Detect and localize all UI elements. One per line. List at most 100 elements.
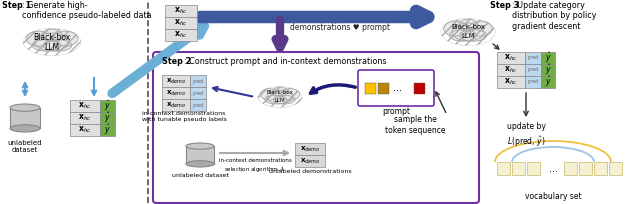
Bar — [497, 162, 510, 175]
Text: $\mathbf{x}_{demo}$: $\mathbf{x}_{demo}$ — [300, 144, 320, 154]
Text: $\mathbf{x}_{hc}$: $\mathbf{x}_{hc}$ — [504, 53, 518, 63]
Bar — [512, 162, 525, 175]
Text: $\mathbf{x}_{hc}$: $\mathbf{x}_{hc}$ — [174, 30, 188, 40]
Text: Black-box: Black-box — [267, 91, 293, 95]
Bar — [165, 5, 197, 17]
Text: : Generate high-
confidence pseudo-labeled data: : Generate high- confidence pseudo-label… — [22, 1, 152, 20]
Ellipse shape — [267, 90, 293, 104]
Bar — [365, 82, 376, 93]
Ellipse shape — [42, 29, 62, 41]
Text: demonstrations ♥ prompt: demonstrations ♥ prompt — [290, 22, 390, 31]
Bar — [525, 76, 541, 88]
Text: $\mathbf{x}_{hc}$: $\mathbf{x}_{hc}$ — [78, 125, 92, 135]
Bar — [162, 87, 190, 99]
Text: $\hat{y}$: $\hat{y}$ — [545, 51, 552, 65]
Text: vocabulary set: vocabulary set — [525, 192, 581, 201]
Bar — [541, 76, 555, 88]
Text: prompt: prompt — [382, 107, 410, 116]
Text: pred: pred — [527, 55, 539, 61]
Text: $\hat{y}$: $\hat{y}$ — [104, 99, 111, 113]
Ellipse shape — [26, 31, 51, 46]
Text: pred: pred — [527, 80, 539, 84]
Ellipse shape — [186, 143, 214, 149]
Text: $\mathbf{x}_{demo}$: $\mathbf{x}_{demo}$ — [300, 156, 320, 166]
Bar — [162, 75, 190, 87]
Text: LLM: LLM — [275, 99, 285, 103]
Bar — [70, 100, 100, 112]
Ellipse shape — [273, 95, 295, 104]
Bar — [579, 162, 592, 175]
Text: pred: pred — [193, 91, 204, 95]
Bar — [165, 17, 197, 29]
Ellipse shape — [260, 89, 279, 100]
FancyBboxPatch shape — [358, 70, 434, 106]
Ellipse shape — [53, 31, 78, 46]
Text: Step 3: Step 3 — [490, 1, 519, 10]
Bar — [378, 82, 389, 93]
Text: $\mathbf{x}_{demo}$: $\mathbf{x}_{demo}$ — [166, 76, 186, 86]
Text: $\hat{y}$: $\hat{y}$ — [545, 63, 552, 77]
Bar — [609, 162, 622, 175]
Ellipse shape — [265, 95, 287, 104]
Text: $\mathbf{x}_{hc}$: $\mathbf{x}_{hc}$ — [504, 65, 518, 75]
Text: unlabeled
dataset: unlabeled dataset — [8, 140, 42, 153]
Text: $\mathbf{x}_{demo}$: $\mathbf{x}_{demo}$ — [166, 88, 186, 98]
Bar — [497, 76, 525, 88]
Bar — [497, 52, 525, 64]
Text: $\hat{y}$: $\hat{y}$ — [545, 75, 552, 89]
Text: ...: ... — [394, 83, 403, 93]
Bar — [165, 29, 197, 41]
Text: in-context demonstrations
with tunable pseudo labels: in-context demonstrations with tunable p… — [141, 111, 227, 122]
Bar — [100, 112, 115, 124]
Text: unlabeled dataset: unlabeled dataset — [172, 173, 228, 178]
Bar — [525, 52, 541, 64]
Ellipse shape — [32, 40, 61, 51]
Text: : Construct prompt and in-context demonstrations: : Construct prompt and in-context demons… — [184, 57, 387, 66]
Bar — [186, 146, 214, 164]
Text: $\mathbf{x}_{hc}$: $\mathbf{x}_{hc}$ — [174, 6, 188, 16]
Bar — [541, 52, 555, 64]
Ellipse shape — [460, 30, 486, 41]
Text: ...: ... — [550, 163, 559, 173]
Ellipse shape — [449, 30, 476, 41]
Bar — [525, 64, 541, 76]
Bar — [10, 108, 40, 128]
Bar — [162, 99, 190, 111]
Text: pred: pred — [193, 79, 204, 83]
Text: $\mathbf{x}_{hc}$: $\mathbf{x}_{hc}$ — [78, 113, 92, 123]
Ellipse shape — [10, 125, 40, 132]
Ellipse shape — [186, 161, 214, 167]
Ellipse shape — [458, 19, 477, 31]
Ellipse shape — [469, 21, 492, 36]
Bar — [541, 64, 555, 76]
Ellipse shape — [35, 33, 69, 51]
Text: LLM: LLM — [44, 42, 60, 51]
Bar — [414, 82, 425, 93]
Text: unlabeled demonstrations: unlabeled demonstrations — [269, 169, 351, 174]
Bar — [295, 155, 325, 167]
Text: $\mathbf{x}_{hc}$: $\mathbf{x}_{hc}$ — [78, 101, 92, 111]
Bar — [564, 162, 577, 175]
Text: $\mathbf{x}_{hc}$: $\mathbf{x}_{hc}$ — [504, 77, 518, 87]
Bar — [100, 100, 115, 112]
Text: pred: pred — [527, 68, 539, 72]
Text: Step 2: Step 2 — [162, 57, 191, 66]
Text: $\hat{y}$: $\hat{y}$ — [104, 111, 111, 125]
Text: $\mathbf{x}_{demo}$: $\mathbf{x}_{demo}$ — [166, 100, 186, 110]
Text: update by
$L$(pred, $\hat{y}$): update by $L$(pred, $\hat{y}$) — [507, 122, 545, 149]
Bar — [70, 112, 100, 124]
Bar — [497, 64, 525, 76]
Ellipse shape — [444, 21, 467, 36]
Text: LLM: LLM — [461, 33, 475, 39]
Text: Black-box: Black-box — [451, 24, 485, 30]
Text: Step 1: Step 1 — [2, 1, 31, 10]
Ellipse shape — [272, 87, 288, 96]
Text: : Update category
distribution by policy
gradient descent: : Update category distribution by policy… — [512, 1, 596, 31]
Bar — [527, 162, 540, 175]
Text: $\hat{y}$: $\hat{y}$ — [104, 123, 111, 137]
Text: pred: pred — [193, 102, 204, 108]
Text: in-context demonstrations
selection algorithm $\mathcal{A}$: in-context demonstrations selection algo… — [219, 158, 291, 174]
Ellipse shape — [43, 40, 72, 51]
Bar — [295, 143, 325, 155]
Text: Black-box: Black-box — [33, 33, 70, 42]
